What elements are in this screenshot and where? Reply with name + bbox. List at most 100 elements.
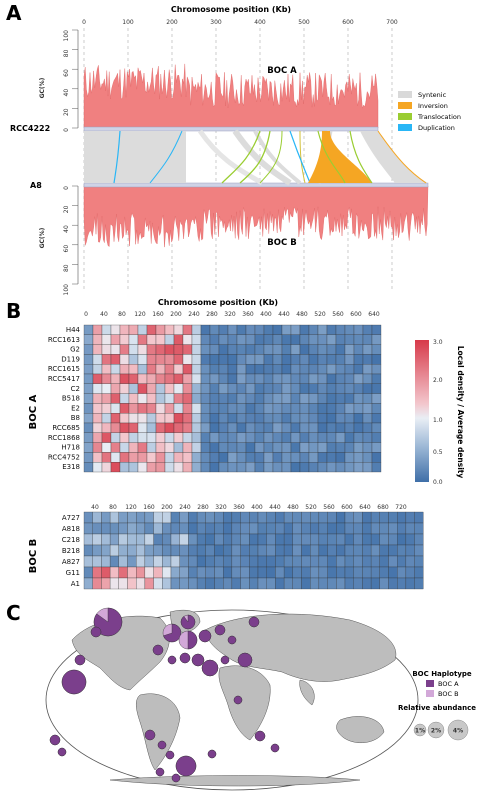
heatmap-a-cell: [245, 432, 256, 443]
heatmap-a-cell: [182, 324, 193, 335]
heatmap-a-cell: [335, 462, 346, 473]
heatmap-a-cell: [362, 442, 373, 453]
heatmap-a-cell: [128, 334, 139, 345]
heatmap-a-cell: [371, 373, 382, 384]
heatmap-a-cell: [272, 364, 283, 375]
heatmap-b-cell: [249, 544, 259, 557]
heatmap-a-cell: [155, 442, 166, 453]
panel-b-axis-title: Chromosome position (Kb): [158, 298, 278, 307]
heatmap-a-cell: [92, 364, 103, 375]
heatmap-a-cell: [137, 462, 148, 473]
heatmap-a-cell: [335, 403, 346, 414]
heatmap-a-cell: [371, 452, 382, 463]
heatmap-a-cell: [101, 422, 112, 433]
abundance-pie-boc-a: [220, 655, 230, 665]
heatmap-a-cell: [290, 324, 301, 335]
heatmap-a-cell: [191, 354, 202, 365]
heatmap-b-cell: [127, 511, 137, 524]
heatmap-a-cell: [182, 383, 193, 394]
heatmap-b-cell: [344, 522, 354, 535]
heatmap-b-cell: [370, 511, 380, 524]
heatmap-b-cell: [118, 522, 128, 535]
heatmap-b-cell: [240, 555, 250, 568]
heatmap-a-cell: [209, 462, 220, 473]
bottom-strain-label: A8: [30, 181, 42, 190]
heatmap-b-cell: [336, 566, 346, 579]
heatmap-boc-b-row-labels: A727 A818 C218 B218 A827 G11 A1: [62, 514, 80, 588]
heatmap-a-cell: [182, 364, 193, 375]
heatmap-a-cell: [83, 373, 94, 384]
heatmap-a-cell: [209, 364, 220, 375]
heatmap-b-cell: [370, 544, 380, 557]
heatmap-a-cell: [281, 422, 292, 433]
heatmap-a-cell: [308, 383, 319, 394]
heatmap-a-cell: [326, 364, 337, 375]
heatmap-a-cell: [254, 373, 265, 384]
heatmap-b-cell: [397, 533, 407, 546]
gc-tick-top: 80: [63, 49, 70, 57]
heatmap-a-cell: [173, 344, 184, 355]
heatmap-b-cell: [301, 555, 311, 568]
heatmap-a-cell: [344, 344, 355, 355]
heatmap-b-cell: [179, 577, 189, 590]
heatmap-b-cell: [196, 577, 206, 590]
heatmap-a-x-tick: 240: [188, 311, 200, 318]
heatmap-a-row-label: E318: [62, 463, 80, 471]
heatmap-b-cell: [275, 544, 285, 557]
heatmap-a-cell: [200, 364, 211, 375]
heatmap-a-cell: [263, 373, 274, 384]
boc-b-gc-area: [83, 185, 429, 248]
abundance-legend-label: 1%: [415, 728, 425, 735]
heatmap-b-cell: [153, 566, 163, 579]
heatmap-a-x-tick: 320: [224, 311, 236, 318]
heatmap-a-cell: [362, 344, 373, 355]
heatmap-a-cell: [227, 383, 238, 394]
abundance-pie-boc-a: [227, 635, 237, 645]
heatmap-b-cell: [275, 522, 285, 535]
heatmap-a-cell: [290, 413, 301, 424]
heatmap-b-cell: [275, 577, 285, 590]
heatmap-b-cell: [188, 544, 198, 557]
heatmap-a-cell: [362, 432, 373, 443]
abundance-pie-markers: [49, 607, 280, 783]
heatmap-b-cell: [257, 544, 267, 557]
heatmap-b-cell: [379, 511, 389, 524]
heatmap-a-cell: [164, 364, 175, 375]
heatmap-a-cell: [173, 462, 184, 473]
heatmap-b-cell: [344, 566, 354, 579]
heatmap-b-x-tick: 40: [91, 504, 99, 511]
heatmap-b-cell: [266, 577, 276, 590]
heatmap-b-cell: [318, 511, 328, 524]
heatmap-b-cell: [275, 511, 285, 524]
heatmap-a-cell: [110, 442, 121, 453]
synteny-ribbons: [84, 129, 428, 186]
heatmap-a-cell: [83, 383, 94, 394]
heatmap-a-cell: [128, 452, 139, 463]
heatmap-a-cell: [353, 383, 364, 394]
heatmap-b-cell: [223, 555, 233, 568]
heatmap-b-cell: [283, 522, 293, 535]
abundance-pie-boc-a: [49, 734, 61, 746]
abundance-legend-circle: [427, 721, 445, 739]
heatmap-a-cell: [182, 334, 193, 345]
heatmap-a-cell: [182, 393, 193, 404]
heatmap-a-cell: [209, 334, 220, 345]
heatmap-a-cell: [344, 324, 355, 335]
heatmap-a-cell: [209, 354, 220, 365]
heatmap-a-cell: [362, 393, 373, 404]
heatmap-a-cell: [137, 373, 148, 384]
heatmap-b-x-tick: 360: [233, 504, 245, 511]
heatmap-a-cell: [236, 324, 247, 335]
heatmap-b-cell: [170, 522, 180, 535]
heatmap-b-cell: [188, 522, 198, 535]
heatmap-a-row-label: D119: [61, 355, 80, 363]
heatmap-a-cell: [227, 354, 238, 365]
heatmap-a-cell: [290, 334, 301, 345]
heatmap-a-cell: [344, 413, 355, 424]
heatmap-b-cell: [92, 511, 102, 524]
synteny-legend-swatch: [398, 124, 412, 131]
abundance-pie-boc-a: [90, 626, 102, 638]
translocation-link-1: [221, 130, 261, 184]
heatmap-b-cell: [170, 533, 180, 546]
heatmap-a-cell: [209, 383, 220, 394]
